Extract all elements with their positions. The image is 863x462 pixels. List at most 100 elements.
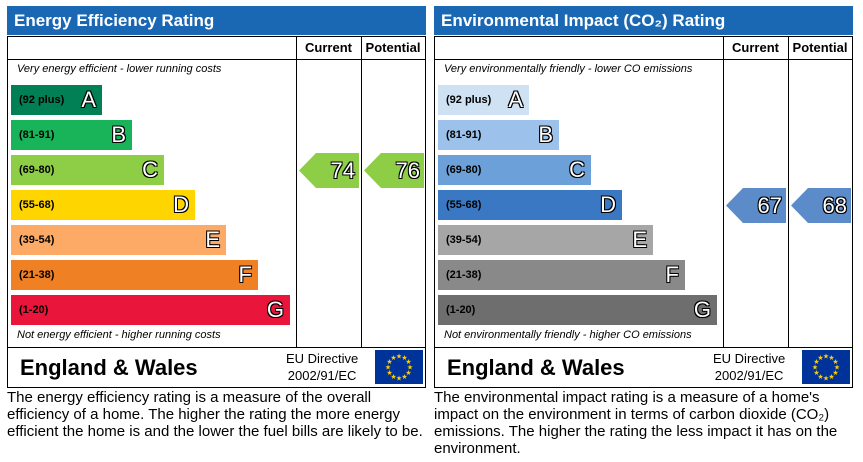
svg-text:★: ★ <box>401 373 407 381</box>
svg-text:★: ★ <box>405 358 411 366</box>
band-letter: E <box>205 227 220 252</box>
directive-line: EU Directive <box>286 351 359 366</box>
band-letter: F <box>238 262 252 287</box>
band-range: (81-91) <box>19 129 55 141</box>
svg-text:★: ★ <box>385 364 391 372</box>
svg-text:★: ★ <box>386 358 392 366</box>
top-caption: Very environmentally friendly - lower CO… <box>444 63 693 75</box>
directive-line: EU Directive <box>713 351 786 366</box>
band-letter: F <box>665 262 679 287</box>
band-letter: A <box>508 87 523 112</box>
band-letter: G <box>266 297 284 322</box>
row-divider <box>435 59 852 60</box>
eu-directive: EU Directive 2002/91/EC <box>286 350 358 384</box>
top-caption: Very energy efficient - lower running co… <box>17 63 222 75</box>
rating-band-a: (92 plus) A <box>11 85 102 115</box>
rating-band-e: (39-54) E <box>11 225 226 255</box>
band-range: (81-91) <box>446 129 482 141</box>
band-range: (39-54) <box>19 234 55 246</box>
band-range: (39-54) <box>446 234 482 246</box>
column-divider <box>296 37 297 347</box>
band-range: (1-20) <box>19 304 49 316</box>
rating-description: The energy efficiency rating is a measur… <box>7 389 423 440</box>
band-range: (1-20) <box>446 304 476 316</box>
region-label: England & Wales <box>447 355 625 380</box>
svg-text:★: ★ <box>823 353 829 361</box>
rating-band-f: (21-38) F <box>438 260 685 290</box>
rating-band-d: (55-68) D <box>11 190 195 220</box>
rating-band-b: (81-91) B <box>11 120 132 150</box>
band-range: (92 plus) <box>19 94 65 106</box>
column-divider <box>723 37 724 347</box>
chart-title: Energy Efficiency Rating <box>7 6 426 35</box>
row-divider <box>435 347 852 348</box>
svg-text:★: ★ <box>828 354 834 362</box>
band-range: (21-38) <box>446 269 482 281</box>
rating-band-e: (39-54) E <box>438 225 653 255</box>
column-header-current: Current <box>305 40 352 55</box>
eu-directive: EU Directive 2002/91/EC <box>713 350 785 384</box>
rating-band-b: (81-91) B <box>438 120 559 150</box>
svg-text:★: ★ <box>823 375 829 383</box>
rating-band-d: (55-68) D <box>438 190 622 220</box>
band-letter: C <box>142 157 158 182</box>
band-letter: A <box>81 87 96 112</box>
band-range: (92 plus) <box>446 94 492 106</box>
energy-efficiency-panel: Energy Efficiency Rating Current Potential… <box>7 6 426 462</box>
svg-text:★: ★ <box>817 354 823 362</box>
band-letter: G <box>693 297 711 322</box>
environmental-impact-panel: Environmental Impact (CO₂) Rating Current… <box>434 6 853 462</box>
rating-band-g: (1-20) G <box>438 295 717 325</box>
row-divider <box>8 347 425 348</box>
svg-text:★: ★ <box>813 369 819 377</box>
rating-band-c: (69-80) C <box>11 155 164 185</box>
svg-text:★: ★ <box>390 373 396 381</box>
chart-title: Environmental Impact (CO₂) Rating <box>434 6 853 35</box>
eu-flag-icon: ★ ★ ★ ★ ★ ★ ★ ★ ★ ★ ★ ★ <box>802 350 850 384</box>
current-rating-value: 67 <box>757 193 782 218</box>
svg-text:★: ★ <box>396 375 402 383</box>
band-range: (69-80) <box>446 164 482 176</box>
rating-band-g: (1-20) G <box>11 295 290 325</box>
svg-text:★: ★ <box>832 358 838 366</box>
rating-table: Current Potential Very energy efficient - … <box>7 36 426 388</box>
region-label: England & Wales <box>20 355 198 380</box>
column-divider <box>361 37 362 347</box>
current-rating-arrow: 74 <box>299 153 359 188</box>
rating-band-f: (21-38) F <box>11 260 258 290</box>
bottom-caption: Not energy efficient - higher running co… <box>17 329 221 341</box>
svg-text:★: ★ <box>407 364 413 372</box>
band-letter: B <box>538 122 553 147</box>
svg-text:★: ★ <box>390 354 396 362</box>
column-divider <box>788 37 789 347</box>
column-header-potential: Potential <box>792 40 848 55</box>
svg-text:★: ★ <box>812 364 818 372</box>
directive-line: 2002/91/EC <box>714 368 784 383</box>
potential-rating-arrow: 76 <box>364 153 424 188</box>
svg-text:★: ★ <box>828 373 834 381</box>
band-letter: D <box>173 192 189 217</box>
band-letter: D <box>600 192 616 217</box>
rating-table: Current Potential Very environmentally fri… <box>434 36 853 388</box>
svg-text:★: ★ <box>405 369 411 377</box>
svg-text:★: ★ <box>832 369 838 377</box>
band-letter: C <box>569 157 585 182</box>
column-header-current: Current <box>732 40 779 55</box>
band-range: (69-80) <box>19 164 55 176</box>
rating-band-c: (69-80) C <box>438 155 591 185</box>
bottom-caption: Not environmentally friendly - higher CO… <box>444 329 692 341</box>
band-range: (55-68) <box>19 199 55 211</box>
svg-text:★: ★ <box>834 364 840 372</box>
svg-text:★: ★ <box>386 369 392 377</box>
potential-rating-arrow: 68 <box>791 188 851 223</box>
rating-description: The environmental impact rating is a mea… <box>434 389 838 457</box>
svg-text:★: ★ <box>396 353 402 361</box>
current-rating-arrow: 67 <box>726 188 786 223</box>
svg-text:★: ★ <box>813 358 819 366</box>
rating-band-a: (92 plus) A <box>438 85 529 115</box>
band-range: (21-38) <box>19 269 55 281</box>
band-letter: B <box>111 122 126 147</box>
svg-text:★: ★ <box>401 354 407 362</box>
band-range: (55-68) <box>446 199 482 211</box>
potential-rating-value: 68 <box>822 193 847 218</box>
